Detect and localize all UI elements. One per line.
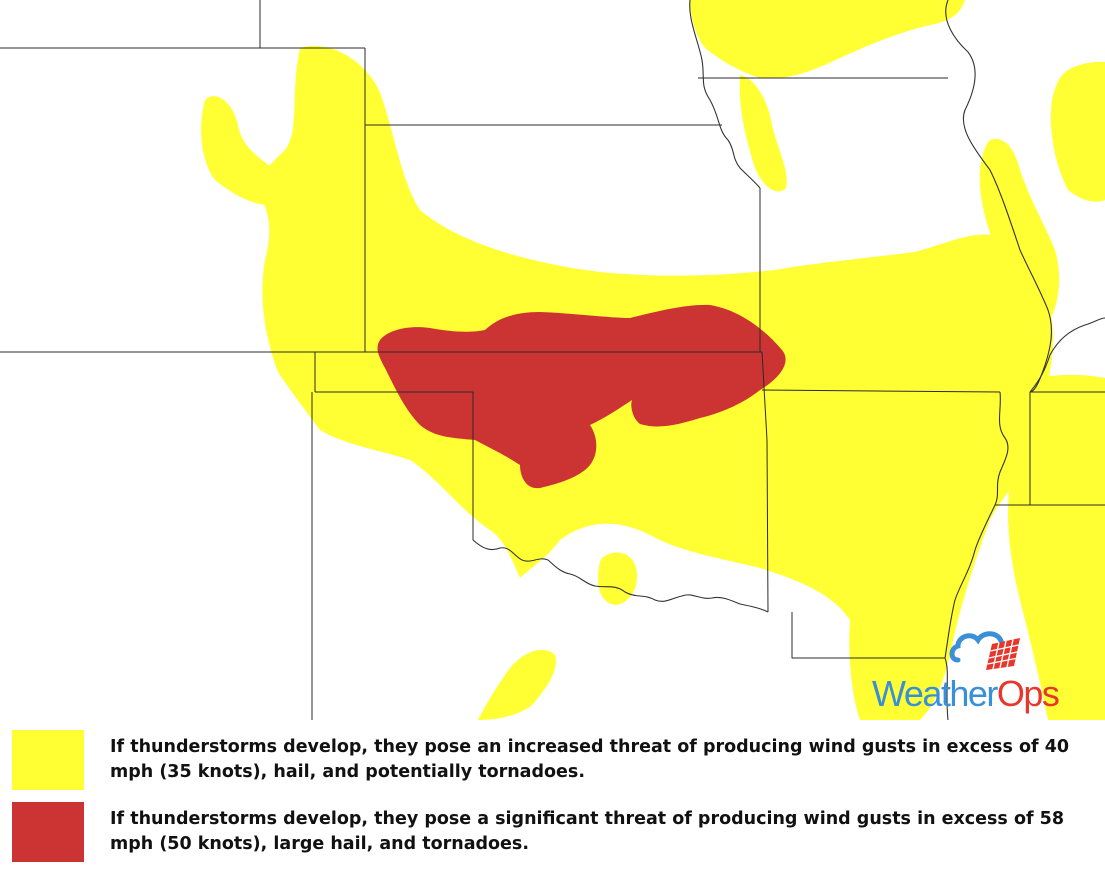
increased-threat-area-north — [690, 0, 965, 79]
legend: If thunderstorms develop, they pose an i… — [0, 720, 1105, 869]
legend-item-significant-threat: If thunderstorms develop, they pose a si… — [12, 802, 1070, 862]
threat-map — [0, 0, 1105, 720]
legend-text-increased-threat: If thunderstorms develop, they pose an i… — [110, 737, 1070, 782]
state-boundaries — [0, 0, 1105, 720]
logo-word-ops: Ops — [996, 673, 1060, 714]
increased-threat-area-northeast — [1050, 61, 1105, 202]
boundary-missouri-arkansas — [761, 389, 1001, 393]
increased-threat-area-east-strip — [979, 139, 1060, 320]
boundary-oklahoma-arkansas — [761, 351, 769, 613]
river-boundaries — [472, 0, 1105, 720]
river-ohio-junction — [1029, 317, 1105, 393]
increased-threat-area-small-blob — [598, 552, 638, 605]
logo-wordmark: WeatherOps — [872, 673, 1060, 714]
legend-swatch-yellow — [12, 730, 84, 790]
boundary-arkansas-louisiana — [791, 612, 945, 659]
river-mississippi-north — [945, 0, 1052, 393]
increased-threat-area-southwest — [478, 649, 556, 720]
river-missouri — [689, 0, 761, 189]
logo-word-weather: Weather — [872, 673, 998, 714]
grid-lines — [987, 639, 1019, 670]
cloud-grid-icon — [949, 631, 1020, 670]
legend-swatch-red — [12, 802, 84, 862]
increased-threat-area-west-lobe — [201, 96, 285, 205]
weatherops-logo: WeatherOps — [868, 622, 1104, 718]
river-red — [472, 539, 769, 613]
legend-item-increased-threat: If thunderstorms develop, they pose an i… — [12, 730, 1070, 790]
map-canvas — [0, 0, 1105, 720]
increased-threat-area-southeast — [1008, 374, 1105, 720]
legend-text-significant-threat: If thunderstorms develop, they pose a si… — [110, 809, 1065, 854]
significant-threat-area — [377, 304, 786, 489]
boundary-panhandle — [315, 391, 474, 540]
river-mississippi-south — [944, 391, 1009, 720]
increased-threat-area-north-strip — [739, 75, 787, 192]
